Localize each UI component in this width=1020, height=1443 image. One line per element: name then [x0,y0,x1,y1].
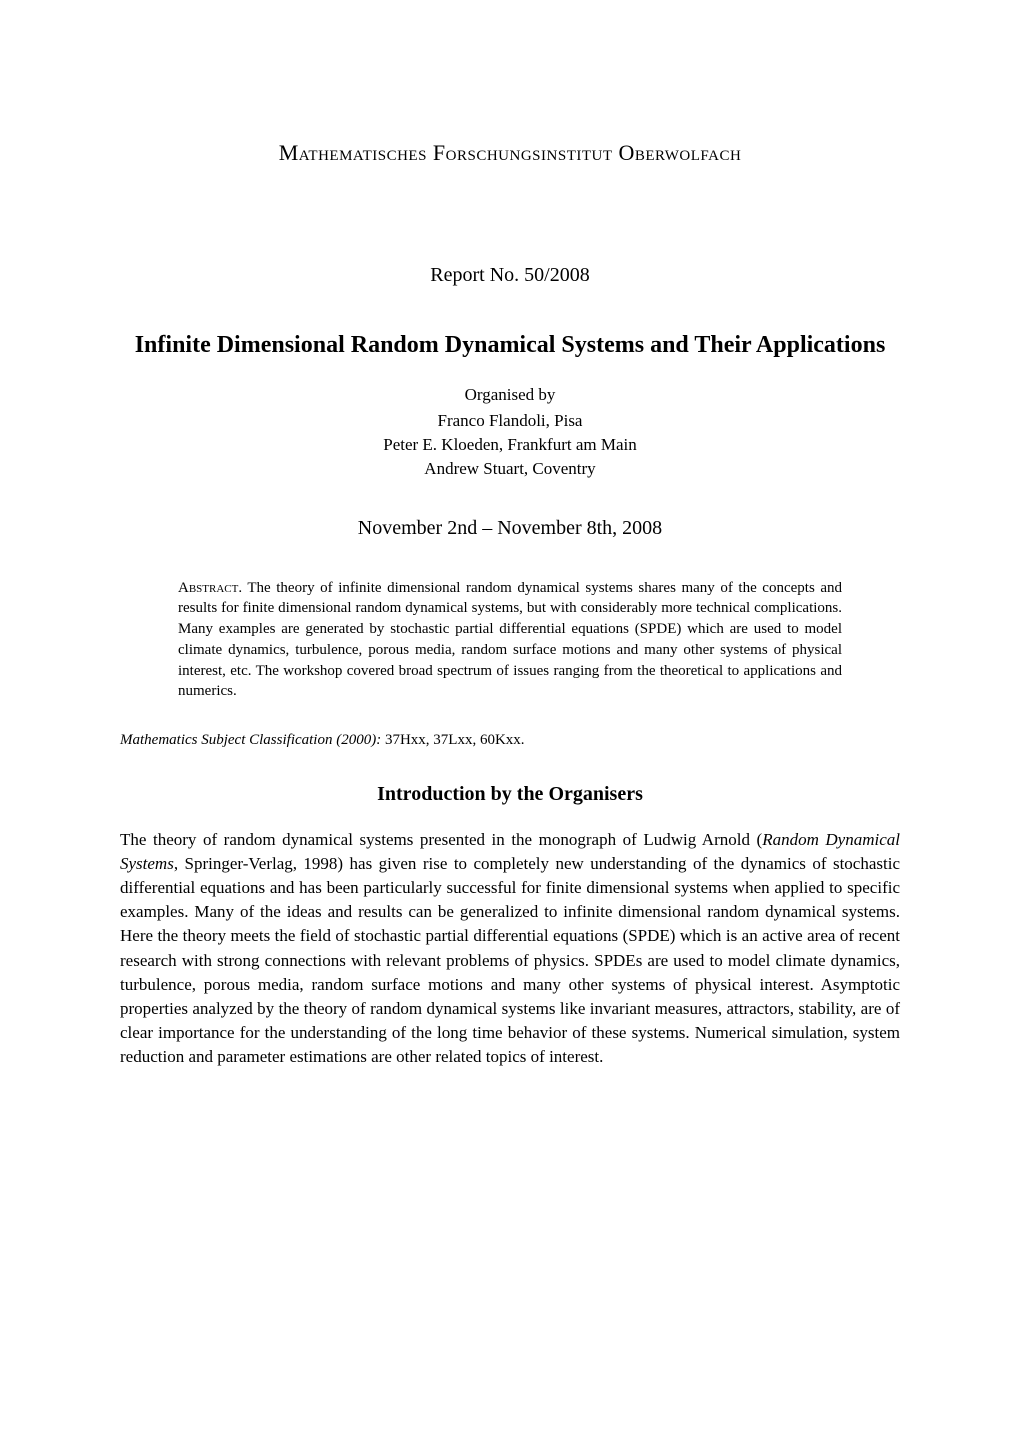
organiser-2: Andrew Stuart, Coventry [120,457,900,481]
abstract-label: Abstract. [178,580,242,596]
intro-heading: Introduction by the Organisers [120,783,900,806]
abstract-text: The theory of infinite dimensional rando… [178,580,842,699]
report-number: Report No. 50/2008 [120,264,900,287]
intro-body-post: , Springer-Verlag, 1998) has given rise … [120,854,900,1066]
msc-codes: 37Hxx, 37Lxx, 60Kxx. [385,732,525,748]
abstract-block: Abstract. The theory of infinite dimensi… [178,578,842,702]
intro-body-pre: The theory of random dynamical systems p… [120,830,762,849]
organiser-0: Franco Flandoli, Pisa [120,409,900,433]
institute-name: Mathematisches Forschungsinstitut Oberwo… [120,140,900,166]
intro-body: The theory of random dynamical systems p… [120,828,900,1069]
msc-block: Mathematics Subject Classification (2000… [120,732,900,749]
organised-by-label: Organised by [120,385,900,405]
organisers-block: Organised by Franco Flandoli, Pisa Peter… [120,385,900,480]
paper-title: Infinite Dimensional Random Dynamical Sy… [120,329,900,361]
organiser-1: Peter E. Kloeden, Frankfurt am Main [120,433,900,457]
workshop-dates: November 2nd – November 8th, 2008 [120,517,900,540]
msc-label: Mathematics Subject Classification (2000… [120,732,381,748]
